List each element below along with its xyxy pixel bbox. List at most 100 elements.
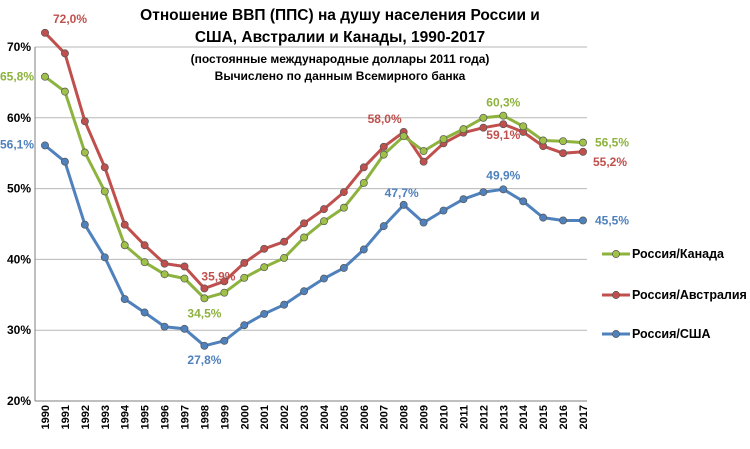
data-point [579,138,587,147]
legend-label: Россия/Австралия [632,288,747,302]
legend: Россия/Канада Россия/Австралия Россия/США [602,247,747,341]
series-line [44,75,584,300]
data-point [579,216,587,225]
data-point [479,113,488,122]
data-point [60,87,69,96]
x-tick-label: 2015 [538,405,550,429]
data-label: 56,1% [0,137,34,151]
data-label: 27,8% [187,353,221,367]
data-point [479,188,488,197]
series-line [44,144,583,348]
data-point [519,197,528,206]
data-point [359,178,368,187]
x-tick-label: 2007 [379,405,391,429]
x-tick-label: 2006 [359,405,371,429]
data-point [359,163,368,172]
data-label: 72,0% [53,12,87,26]
x-tick-label: 2011 [458,405,470,429]
data-point [60,157,69,166]
data-point [180,262,189,271]
legend-marker [612,250,620,258]
data-point [41,141,49,150]
x-tick-label: 2004 [319,404,331,429]
data-point [220,277,229,286]
x-tick-label: 1993 [100,405,112,429]
data-point [180,274,189,283]
data-point [140,258,149,267]
data-point [439,135,448,143]
chart-title-line-2: США, Австралии и Канады, 1990-2017 [195,29,485,46]
x-tick-label: 1990 [40,405,52,429]
data-point [160,270,169,279]
data-labels: 65,8% 34,5% 60,3% 56,5% 72,0% 35,9% 58,0% 59,1%… [0,12,629,367]
data-point [359,245,368,254]
data-point [499,120,508,129]
data-point [220,336,229,345]
data-label: 49,9% [486,168,520,182]
data-point [559,149,568,158]
data-point [280,254,289,262]
data-point [41,72,49,81]
data-point [140,241,149,250]
legend-label: Россия/Канада [632,247,725,261]
data-point [379,142,388,151]
data-point [459,195,468,204]
y-tick-label: 20% [7,394,31,408]
x-axis-ticks: 1990 1991 1992 1993 1994 1995 1996 1997 1998 1999… [40,404,590,429]
data-point [419,218,428,227]
legend-marker [612,291,620,299]
data-point [240,321,249,330]
data-point [240,273,249,282]
data-label: 65,8% [0,70,34,84]
data-point [439,206,448,215]
data-point [41,28,49,37]
data-point [120,295,129,303]
data-point [320,205,328,214]
data-point [519,122,528,131]
chart-subtitle-line-1: (постоянные международные доллары 2011 г… [191,52,490,66]
y-tick-label: 50% [7,182,31,196]
data-point [539,136,548,145]
data-point [180,324,189,333]
x-tick-label: 2000 [239,405,251,429]
data-point [399,132,408,141]
data-label: 55,2% [593,155,627,169]
data-label: 60,3% [486,96,520,110]
y-tick-label: 70% [7,40,31,54]
x-tick-label: 1995 [140,405,152,429]
data-point [220,288,229,297]
data-point [80,117,89,126]
data-point [339,188,348,197]
data-point [419,147,428,156]
x-tick-label: 2009 [419,405,431,429]
x-tick-label: 2014 [518,404,530,429]
x-tick-label: 2010 [439,405,451,429]
data-label: 35,9% [201,269,235,283]
data-point [300,233,308,242]
chart-subtitle-line-2: Вычислено по данным Всемирного банка [215,69,466,83]
chart-subtitle: (постоянные международные доллары 2011 г… [191,52,490,83]
data-point [539,213,548,222]
data-label: 34,5% [187,306,221,320]
data-point [200,284,209,293]
series-line [43,31,584,290]
x-tick-label: 1997 [179,405,191,429]
data-point [499,111,508,120]
data-point [559,137,568,146]
data-point [499,185,508,194]
data-label: 58,0% [368,112,402,126]
legend-label: Россия/США [632,327,710,341]
series [41,28,587,350]
data-point [100,253,109,262]
x-tick-label: 1999 [219,405,231,429]
x-tick-label: 2012 [478,405,490,429]
x-tick-label: 1994 [120,404,132,429]
data-label: 47,7% [385,186,419,200]
data-point [120,241,129,250]
data-point [260,263,269,272]
data-point [479,123,488,132]
data-point [579,147,587,156]
data-point [120,220,129,229]
data-label: 59,1% [486,128,520,142]
